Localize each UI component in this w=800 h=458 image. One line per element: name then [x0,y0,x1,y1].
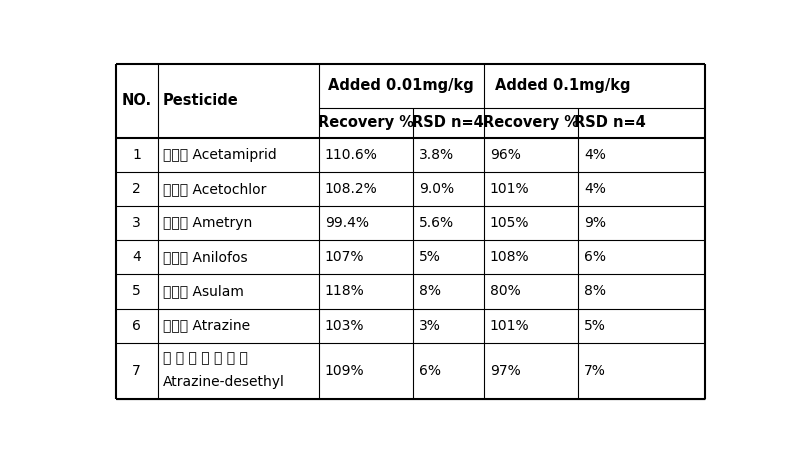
Text: 109%: 109% [325,364,365,378]
Text: 脱 乙 基 阿 特 拉 津: 脱 乙 基 阿 特 拉 津 [163,351,248,365]
Text: Recovery %: Recovery % [482,115,578,131]
Text: 96%: 96% [490,148,521,162]
Text: 5.6%: 5.6% [419,216,454,230]
Text: 118%: 118% [325,284,365,299]
Text: 101%: 101% [490,182,530,196]
Text: Pesticide: Pesticide [163,93,238,109]
Text: 6%: 6% [419,364,441,378]
Text: 7%: 7% [584,364,606,378]
Text: 108%: 108% [490,251,530,264]
Text: 乙草胺 Acetochlor: 乙草胺 Acetochlor [163,182,266,196]
Text: 8%: 8% [419,284,441,299]
Text: 3: 3 [132,216,141,230]
Text: RSD n=4: RSD n=4 [413,115,484,131]
Text: 107%: 107% [325,251,365,264]
Text: 7: 7 [132,364,141,378]
Text: RSD n=4: RSD n=4 [574,115,646,131]
Text: 莒灭净 Ametryn: 莒灭净 Ametryn [163,216,252,230]
Text: 3%: 3% [419,319,441,333]
Text: 5%: 5% [584,319,606,333]
Text: 4: 4 [132,251,141,264]
Text: 4%: 4% [584,148,606,162]
Text: 磺草灵 Asulam: 磺草灵 Asulam [163,284,244,299]
Text: 9.0%: 9.0% [419,182,454,196]
Text: 3.8%: 3.8% [419,148,454,162]
Text: 2: 2 [132,182,141,196]
Text: 80%: 80% [490,284,521,299]
Text: 6%: 6% [584,251,606,264]
Text: Added 0.01mg/kg: Added 0.01mg/kg [328,78,474,93]
Text: 噠虫肆 Acetamiprid: 噠虫肆 Acetamiprid [163,148,277,162]
Text: 8%: 8% [584,284,606,299]
Text: 105%: 105% [490,216,530,230]
Text: 97%: 97% [490,364,521,378]
Text: 108.2%: 108.2% [325,182,378,196]
Text: 5%: 5% [419,251,441,264]
Text: 6: 6 [132,319,141,333]
Text: 莒去津 Atrazine: 莒去津 Atrazine [163,319,250,333]
Text: Recovery %: Recovery % [318,115,414,131]
Text: Added 0.1mg/kg: Added 0.1mg/kg [495,78,631,93]
Text: 103%: 103% [325,319,365,333]
Text: 110.6%: 110.6% [325,148,378,162]
Text: 9%: 9% [584,216,606,230]
Text: 5: 5 [132,284,141,299]
Text: 1: 1 [132,148,141,162]
Text: NO.: NO. [122,93,152,109]
Text: 101%: 101% [490,319,530,333]
Text: Atrazine-desethyl: Atrazine-desethyl [163,375,285,389]
Text: 4%: 4% [584,182,606,196]
Text: 99.4%: 99.4% [325,216,369,230]
Text: 莎秘磷 Anilofos: 莎秘磷 Anilofos [163,251,247,264]
